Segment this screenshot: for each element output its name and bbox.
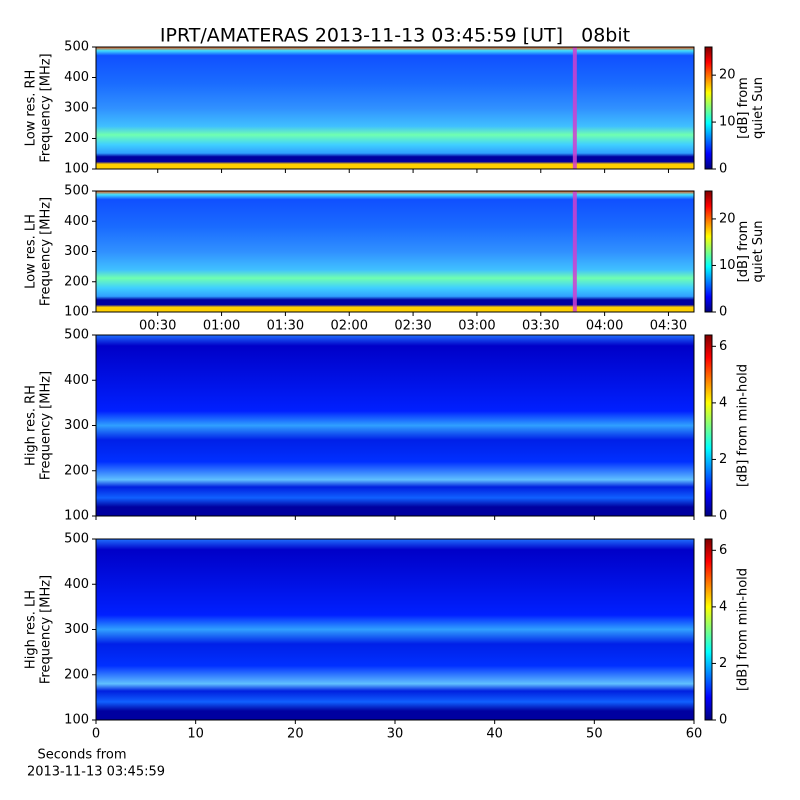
y-tick-label: 300 <box>64 622 89 637</box>
x-tick-label: 00:30 <box>139 319 176 334</box>
x-tick-label: 0 <box>92 727 100 742</box>
y-axis-label: High res. RH <box>24 385 39 466</box>
colorbar <box>704 190 713 313</box>
colorbar-tick-label: 0 <box>719 305 727 320</box>
y-axis-label: Frequency [MHz] <box>39 575 54 684</box>
y-tick-label: 400 <box>64 70 89 85</box>
y-tick-label: 200 <box>64 463 89 478</box>
x-tick-label: 40 <box>486 727 503 742</box>
x-tick-label: 04:30 <box>650 319 687 334</box>
spectrogram <box>96 47 694 169</box>
x-tick-label: 03:00 <box>458 319 495 334</box>
y-tick-label: 400 <box>64 214 89 229</box>
y-tick-label: 100 <box>64 713 89 728</box>
colorbar-tick-label: 2 <box>719 656 727 671</box>
colorbar-tick-label: 10 <box>719 258 736 273</box>
colorbar-tick-label: 4 <box>719 395 727 410</box>
colorbar <box>704 334 713 517</box>
y-axis-label: Low res. RH <box>24 70 39 147</box>
x-tick-label: 02:00 <box>331 319 368 334</box>
x-tick-label: 50 <box>586 727 603 742</box>
x-axis-label: Seconds from <box>37 748 126 763</box>
colorbar-tick-label: 6 <box>719 543 727 558</box>
y-axis-label: High res. LH <box>24 590 39 669</box>
colorbar-tick-label: 0 <box>719 509 727 524</box>
x-tick-label: 04:00 <box>586 319 623 334</box>
y-tick-label: 200 <box>64 274 89 289</box>
x-tick-label: 03:30 <box>522 319 559 334</box>
y-tick-label: 400 <box>64 577 89 592</box>
colorbar-label: quiet Sun <box>751 77 766 139</box>
colorbar-tick-label: 4 <box>719 599 727 614</box>
y-tick-label: 100 <box>64 162 89 177</box>
y-tick-label: 500 <box>64 532 89 547</box>
spectrogram <box>96 191 694 312</box>
x-tick-label: 10 <box>187 727 204 742</box>
y-axis-label: Frequency [MHz] <box>39 197 54 306</box>
x-tick-label: 01:00 <box>203 319 240 334</box>
y-tick-label: 200 <box>64 667 89 682</box>
colorbar-tick-label: 6 <box>719 339 727 354</box>
colorbar-label: [dB] from min-hold <box>736 364 751 487</box>
current-time-marker <box>572 47 577 169</box>
colorbar <box>704 538 713 721</box>
colorbar-tick-label: 10 <box>719 115 736 130</box>
y-tick-label: 500 <box>64 40 89 55</box>
colorbar-label: [dB] from <box>736 77 751 139</box>
y-axis-label: Frequency [MHz] <box>39 371 54 480</box>
colorbar-label: [dB] from min-hold <box>736 568 751 691</box>
spectrogram <box>96 335 694 516</box>
x-tick-label: 60 <box>686 727 703 742</box>
colorbar-tick-label: 0 <box>719 162 727 177</box>
colorbar-tick-label: 2 <box>719 452 727 467</box>
chart-title: IPRT/AMATERAS 2013-11-13 03:45:59 [UT] 0… <box>160 25 630 47</box>
y-tick-label: 100 <box>64 509 89 524</box>
y-tick-label: 200 <box>64 131 89 146</box>
current-time-marker <box>572 191 577 312</box>
y-axis-label: Frequency [MHz] <box>39 53 54 162</box>
colorbar-label: [dB] from <box>736 221 751 283</box>
x-tick-label: 20 <box>287 727 304 742</box>
y-tick-label: 400 <box>64 373 89 388</box>
y-tick-label: 300 <box>64 244 89 259</box>
y-tick-label: 300 <box>64 101 89 116</box>
x-tick-label: 02:30 <box>394 319 431 334</box>
colorbar-tick-label: 0 <box>719 713 727 728</box>
y-axis-label: Low res. LH <box>24 214 39 289</box>
x-tick-label: 30 <box>387 727 404 742</box>
colorbar <box>704 46 713 170</box>
y-tick-label: 500 <box>64 184 89 199</box>
x-tick-label: 01:30 <box>267 319 304 334</box>
y-tick-label: 100 <box>64 305 89 320</box>
x-axis-label: 2013-11-13 03:45:59 <box>27 765 165 780</box>
colorbar-label: quiet Sun <box>751 220 766 282</box>
y-tick-label: 500 <box>64 328 89 343</box>
spectrogram <box>96 539 694 720</box>
colorbar-tick-label: 20 <box>719 211 736 226</box>
colorbar-tick-label: 20 <box>719 68 736 83</box>
y-tick-label: 300 <box>64 418 89 433</box>
